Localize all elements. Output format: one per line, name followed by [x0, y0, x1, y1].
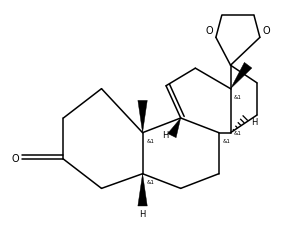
- Text: O: O: [11, 154, 19, 164]
- Text: H: H: [251, 118, 258, 127]
- Polygon shape: [230, 62, 252, 89]
- Polygon shape: [168, 118, 181, 138]
- Text: &1: &1: [147, 180, 155, 185]
- Polygon shape: [138, 100, 147, 133]
- Polygon shape: [138, 174, 147, 206]
- Text: H: H: [139, 210, 146, 219]
- Text: &1: &1: [233, 95, 241, 100]
- Text: H: H: [162, 131, 168, 140]
- Text: &1: &1: [147, 139, 155, 143]
- Text: O: O: [205, 26, 213, 36]
- Text: &1: &1: [234, 131, 242, 136]
- Text: O: O: [263, 26, 270, 36]
- Text: &1: &1: [223, 139, 231, 143]
